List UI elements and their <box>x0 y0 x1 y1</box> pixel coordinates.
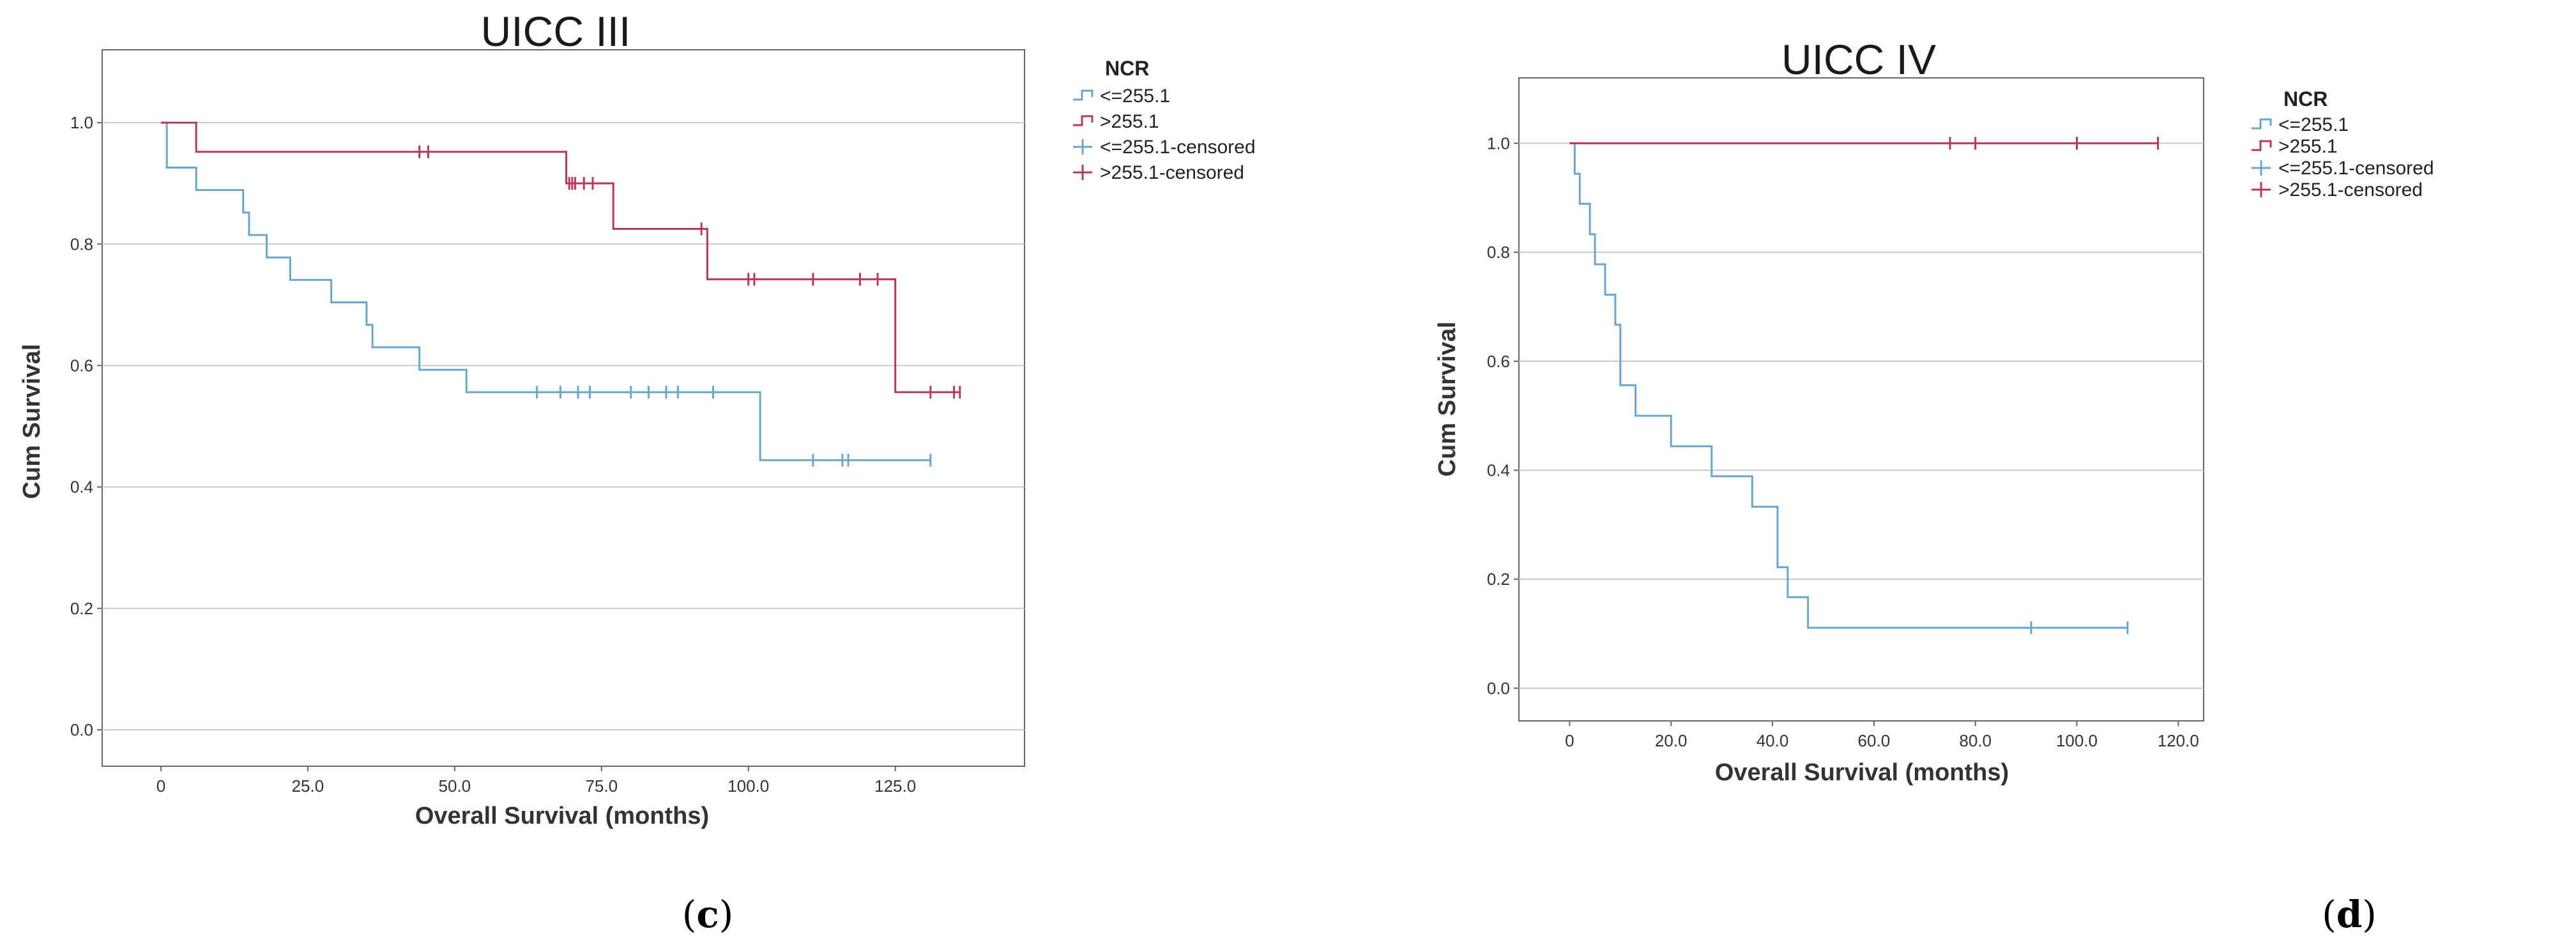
chart-title: UICC IV <box>1781 36 1936 83</box>
x-tick-label: 100.0 <box>728 776 769 796</box>
censor-marks <box>418 145 961 467</box>
survival-line <box>160 121 931 462</box>
y-axis-label: Cum Survival <box>1434 322 1461 477</box>
legend-item: <=255.1-censored <box>1073 137 1256 158</box>
x-tick-label: 0 <box>156 776 165 796</box>
panel-label: (d) <box>2322 893 2377 936</box>
y-tick-label: 0.2 <box>1487 570 1510 589</box>
legend-item: >255.1 <box>2252 136 2338 157</box>
x-tick-label: 60.0 <box>1858 731 1891 750</box>
x-tick-label: 0 <box>1565 731 1574 750</box>
x-tick-labels: 0 20.0 40.0 60.0 80.0 100.0 120.0 <box>1565 721 2199 750</box>
x-tick-label: 120.0 <box>2158 731 2199 750</box>
y-tick-label: 0.6 <box>1487 352 1510 371</box>
y-tick-label: 1.0 <box>1487 133 1510 153</box>
legend-swatch <box>2252 118 2272 130</box>
y-axis-label: Cum Survival <box>19 344 45 499</box>
legend-item: <=255.1 <box>1073 86 1170 107</box>
x-axis-label: Overall Survival (months) <box>1715 759 2009 786</box>
legend-item: <=255.1-censored <box>2252 158 2434 179</box>
plot-area <box>1518 77 2204 722</box>
legend-label: <=255.1-censored <box>2278 158 2434 179</box>
legend-label: >255.1-censored <box>1100 162 1244 183</box>
legend-title: NCR <box>2283 87 2328 110</box>
x-tick-label: 40.0 <box>1757 731 1789 750</box>
legend: NCR <=255.1>255.1<=255.1-censored>255.1-… <box>2252 87 2434 200</box>
x-tick-label: 100.0 <box>2056 731 2098 750</box>
legend-label: >255.1 <box>2278 136 2338 157</box>
legend-item: >255.1 <box>1073 111 1159 132</box>
panel-label: (c) <box>682 893 734 936</box>
y-tick-label: 0.8 <box>70 234 93 253</box>
y-tick-label: 0.4 <box>1487 460 1510 480</box>
censor-marks <box>1949 137 2160 635</box>
legend-item: >255.1-censored <box>1073 162 1244 183</box>
gridlines <box>1519 142 2204 689</box>
km-chart-uicc-iv: 0.0 0.2 0.4 0.6 0.8 1.0 0 20.0 40.0 60.0 80.0 100.… <box>1434 36 2434 936</box>
y-tick-label: 0.2 <box>70 599 93 618</box>
legend-title: NCR <box>1105 57 1149 80</box>
x-tick-label: 20.0 <box>1655 731 1688 750</box>
y-tick-label: 0.0 <box>70 720 93 739</box>
x-tick-label: 80.0 <box>1959 731 1992 750</box>
legend-label: <=255.1 <box>2278 114 2349 135</box>
legend-swatch <box>2252 140 2272 151</box>
x-tick-label: 50.0 <box>439 776 471 796</box>
legend-label: <=255.1 <box>1100 86 1170 107</box>
y-tick-label: 0.0 <box>1487 679 1510 698</box>
y-tick-label: 1.0 <box>70 113 93 132</box>
y-tick-labels: 0.0 0.2 0.4 0.6 0.8 1.0 <box>70 113 102 739</box>
legend-swatch <box>1073 115 1094 126</box>
x-tick-label: 75.0 <box>585 776 618 796</box>
legend: NCR <=255.1 >255.1 <=255.1-censored >255.1-… <box>1073 57 1256 183</box>
y-tick-labels: 0.0 0.2 0.4 0.6 0.8 1.0 <box>1487 133 1519 698</box>
survival-curves <box>160 121 960 462</box>
legend-label: <=255.1-censored <box>1100 137 1256 158</box>
legend-item: >255.1-censored <box>2252 179 2423 200</box>
chart-title: UICC III <box>481 8 631 55</box>
y-tick-label: 0.4 <box>70 478 93 497</box>
survival-line <box>1569 142 2128 629</box>
legend-swatch <box>1073 89 1094 101</box>
survival-line <box>160 121 960 393</box>
legend-label: >255.1 <box>1100 111 1159 132</box>
legend-item: <=255.1 <box>2252 114 2349 135</box>
x-tick-label: 125.0 <box>874 776 916 796</box>
survival-curves <box>1569 142 2158 629</box>
x-tick-labels: 0 25.0 50.0 75.0 100.0 125.0 <box>156 766 916 796</box>
x-axis-label: Overall Survival (months) <box>415 803 709 829</box>
km-chart-uicc-iii: 0.0 0.2 0.4 0.6 0.8 1.0 0 25.0 50.0 75.0 100.0 125… <box>19 8 1256 936</box>
legend-label: >255.1-censored <box>2278 179 2423 200</box>
y-tick-label: 0.6 <box>70 356 93 375</box>
plot-area <box>102 49 1025 767</box>
gridlines <box>102 122 1025 730</box>
y-tick-label: 0.8 <box>1487 243 1510 262</box>
x-tick-label: 25.0 <box>292 776 324 796</box>
